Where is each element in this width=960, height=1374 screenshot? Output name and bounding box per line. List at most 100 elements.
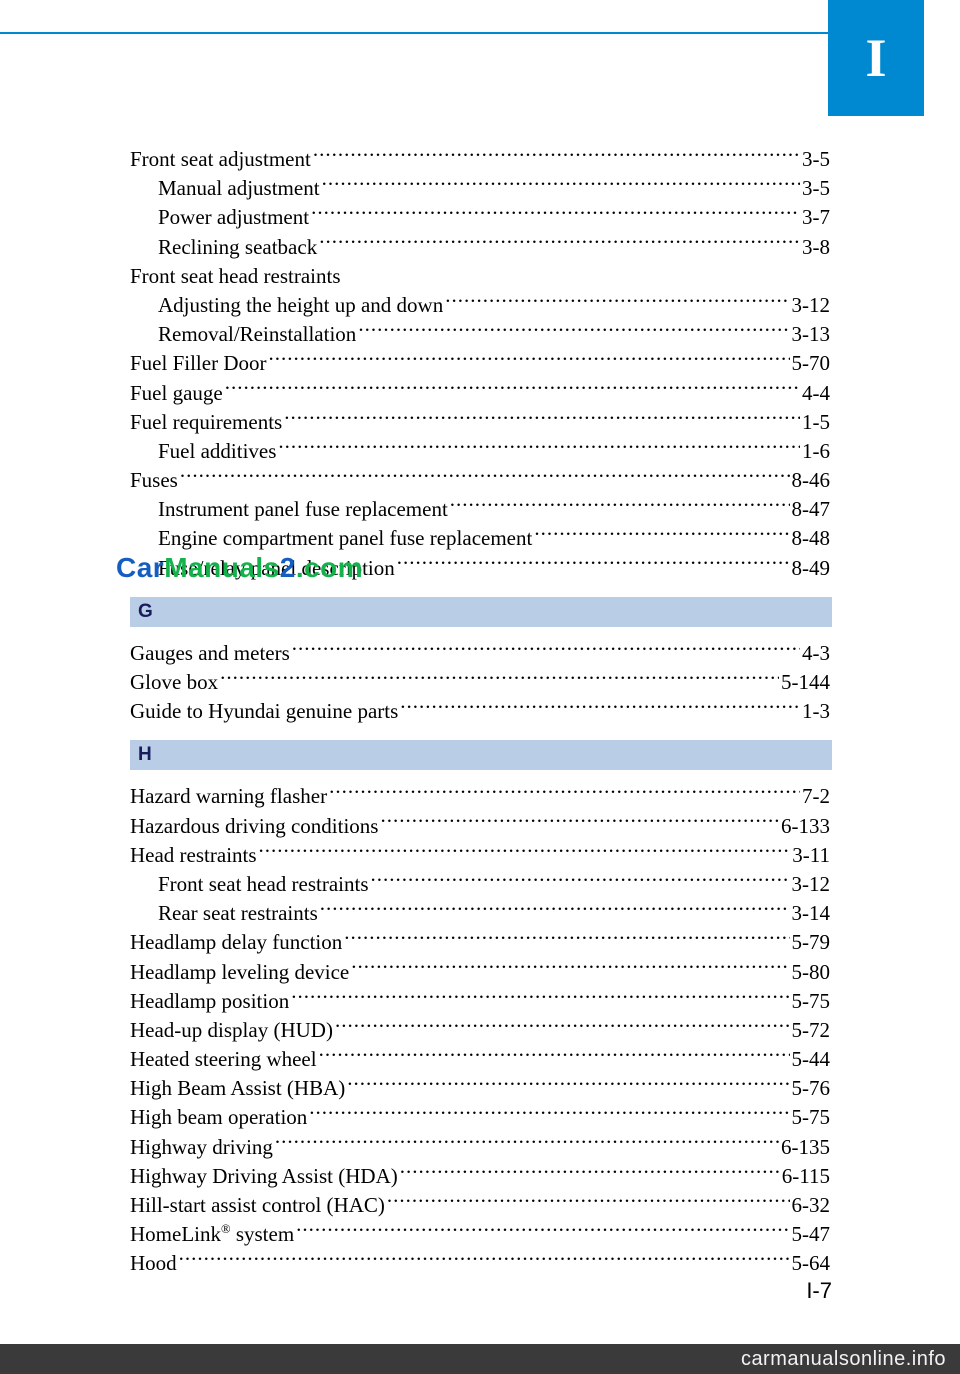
toc-entry-label: Head restraints: [130, 841, 257, 870]
toc-entry-label: Fuse/relay panel description: [158, 554, 395, 583]
footer-bar: carmanualsonline.info: [0, 1344, 960, 1374]
toc-entry-label: Fuel additives: [158, 437, 276, 466]
toc-entry-page: 6-135: [781, 1133, 830, 1162]
toc-leader-dots: [180, 466, 790, 487]
toc-entry: Removal/Reinstallation3-13: [130, 320, 830, 349]
toc-entry-page: 6-115: [782, 1162, 830, 1191]
index-block-f: Front seat adjustment3-5Manual adjustmen…: [130, 145, 830, 583]
toc-entry-page: 1-5: [802, 408, 830, 437]
toc-leader-dots: [371, 870, 790, 891]
toc-entry: Hazard warning flasher7-2: [130, 782, 830, 811]
toc-entry-label: Highway driving: [130, 1133, 273, 1162]
toc-entry-page: 5-76: [792, 1074, 831, 1103]
toc-entry-page: 5-44: [792, 1045, 831, 1074]
toc-entry-page: 3-13: [792, 320, 831, 349]
toc-entry-label: HomeLink® system: [130, 1220, 294, 1249]
toc-entry-label: Headlamp position: [130, 987, 289, 1016]
toc-entry-label: Hazardous driving conditions: [130, 812, 378, 841]
toc-entry-page: 4-4: [802, 379, 830, 408]
toc-entry: Gauges and meters 4-3: [130, 639, 830, 668]
toc-entry-label: High beam operation: [130, 1103, 307, 1132]
toc-entry-label: Fuel gauge: [130, 379, 223, 408]
toc-entry-page: 5-75: [792, 987, 831, 1016]
toc-entry-label: Fuses: [130, 466, 178, 495]
toc-entry: Fuse/relay panel description8-49: [130, 554, 830, 583]
toc-leader-dots: [259, 841, 791, 862]
toc-entry-page: 3-5: [802, 145, 830, 174]
toc-entry: HomeLink® system 5-47: [130, 1220, 830, 1249]
toc-entry-label: Guide to Hyundai genuine parts: [130, 697, 398, 726]
toc-entry-label: Headlamp delay function: [130, 928, 342, 957]
section-header-h: H: [130, 740, 832, 770]
toc-entry-page: 8-47: [792, 495, 831, 524]
toc-entry-label: Fuel Filler Door: [130, 349, 267, 378]
toc-leader-dots: [278, 437, 800, 458]
toc-entry-page: 3-11: [792, 841, 830, 870]
toc-entry-page: 5-144: [781, 668, 830, 697]
index-block-g: Gauges and meters 4-3 Glove box 5-144 Guide …: [130, 639, 830, 727]
toc-leader-dots: [380, 812, 779, 833]
toc-entry-label: Glove box: [130, 668, 218, 697]
toc-entry: Headlamp leveling device5-80: [130, 958, 830, 987]
toc-entry-page: 6-133: [781, 812, 830, 841]
toc-entry-label: Power adjustment: [158, 203, 309, 232]
toc-entry-page: 5-64: [792, 1249, 831, 1278]
toc-entry-page: 3-12: [792, 291, 831, 320]
toc-entry-page: 8-48: [792, 524, 831, 553]
toc-entry-page: 7-2: [802, 782, 830, 811]
toc-leader-dots: [269, 349, 790, 370]
toc-entry: High Beam Assist (HBA) 5-76: [130, 1074, 830, 1103]
toc-entry: Highway Driving Assist (HDA)6-115: [130, 1162, 830, 1191]
toc-leader-dots: [358, 320, 789, 341]
toc-entry: Front seat adjustment3-5: [130, 145, 830, 174]
toc-leader-dots: [397, 554, 790, 575]
toc-entry: Fuel requirements1-5: [130, 408, 830, 437]
toc-entry-page: 3-5: [802, 174, 830, 203]
toc-leader-dots: [445, 291, 789, 312]
toc-entry-page: 3-8: [802, 233, 830, 262]
toc-leader-dots: [311, 203, 800, 224]
toc-entry-label: Gauges and meters: [130, 639, 290, 668]
toc-entry-label: Rear seat restraints: [158, 899, 318, 928]
toc-entry-page: 3-12: [792, 870, 831, 899]
toc-entry-page: 4-3: [802, 639, 830, 668]
toc-leader-dots: [292, 639, 800, 660]
toc-entry-page: 3-14: [792, 899, 831, 928]
toc-entry: Reclining seatback3-8: [130, 233, 830, 262]
toc-entry-label: Instrument panel fuse replacement: [158, 495, 448, 524]
toc-entry: Heated steering wheel 5-44: [130, 1045, 830, 1074]
toc-entry: Front seat head restraints: [130, 262, 830, 291]
toc-leader-dots: [319, 1045, 790, 1066]
toc-entry: Engine compartment panel fuse replacemen…: [130, 524, 830, 553]
toc-leader-dots: [284, 408, 800, 429]
toc-entry-page: 5-47: [792, 1220, 831, 1249]
section-header-g: G: [130, 597, 832, 627]
toc-leader-dots: [400, 697, 800, 718]
toc-leader-dots: [387, 1191, 790, 1212]
toc-entry-label: Heated steering wheel: [130, 1045, 317, 1074]
toc-leader-dots: [335, 1016, 790, 1037]
toc-leader-dots: [179, 1249, 790, 1270]
toc-entry: Fuel Filler Door5-70: [130, 349, 830, 378]
toc-entry-label: Adjusting the height up and down: [158, 291, 443, 320]
toc-entry-page: 3-7: [802, 203, 830, 232]
section-tab-letter: I: [865, 27, 886, 89]
toc-entry: Hill-start assist control (HAC)6-32: [130, 1191, 830, 1220]
toc-entry-label: Front seat head restraints: [158, 870, 369, 899]
toc-entry-label: High Beam Assist (HBA): [130, 1074, 345, 1103]
page-number: I-7: [806, 1278, 832, 1304]
toc-entry: Glove box 5-144: [130, 668, 830, 697]
index-block-h: Hazard warning flasher7-2Hazardous drivi…: [130, 782, 830, 1278]
toc-entry-label: Hill-start assist control (HAC): [130, 1191, 385, 1220]
toc-entry: Head restraints 3-11: [130, 841, 830, 870]
toc-entry: Power adjustment 3-7: [130, 203, 830, 232]
toc-entry: Fuel gauge 4-4: [130, 379, 830, 408]
toc-entry-label: Front seat head restraints: [130, 262, 341, 291]
toc-entry-page: 5-72: [792, 1016, 831, 1045]
toc-entry: Manual adjustment3-5: [130, 174, 830, 203]
toc-entry-label: Headlamp leveling device: [130, 958, 349, 987]
toc-entry: Adjusting the height up and down 3-12: [130, 291, 830, 320]
header-rule: [0, 32, 828, 34]
toc-entry-page: 5-75: [792, 1103, 831, 1132]
toc-entry: Rear seat restraints 3-14: [130, 899, 830, 928]
